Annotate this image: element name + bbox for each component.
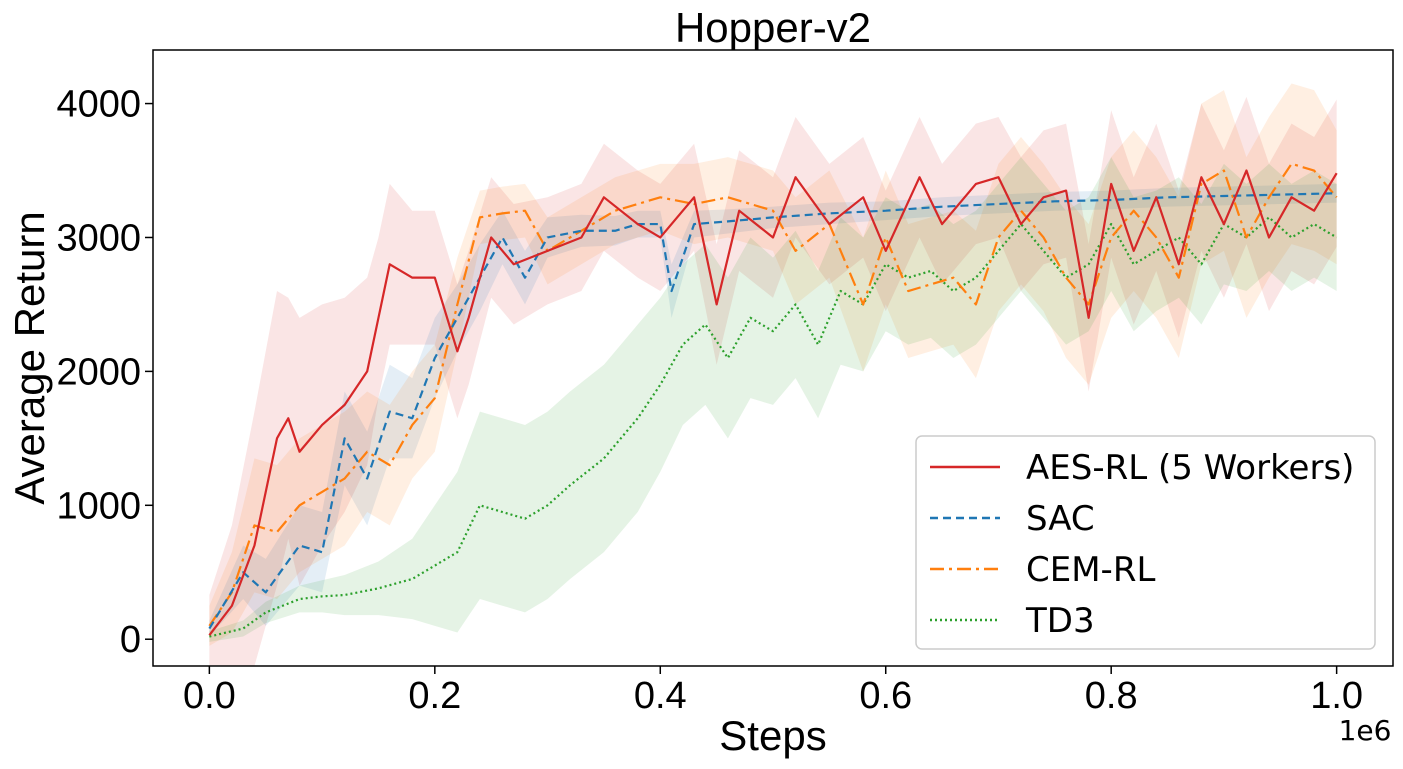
legend-label: AES-RL (5 Workers) — [1026, 448, 1354, 488]
x-tick-label: 0.2 — [408, 675, 461, 717]
y-tick-label: 1000 — [56, 485, 141, 527]
legend: AES-RL (5 Workers) SAC CEM-RL TD3 — [915, 435, 1376, 650]
y-axis: 0 1000 2000 3000 4000 — [56, 84, 153, 661]
y-tick-label: 3000 — [56, 217, 141, 259]
legend-label: SAC — [1026, 499, 1095, 539]
series-line-cem-rl — [208, 162, 1338, 627]
series-line-sac — [208, 192, 1337, 630]
band-sac — [209, 183, 1337, 637]
x-axis-label: Steps — [719, 712, 826, 759]
x-tick-label: 0.6 — [859, 675, 912, 717]
series-lines — [208, 162, 1338, 638]
band-td3 — [209, 157, 1337, 642]
plot-frame — [152, 49, 1394, 667]
y-tick-label: 2000 — [56, 351, 141, 393]
band-cem-rl — [209, 83, 1337, 646]
y-tick-label: 4000 — [56, 84, 141, 126]
x-axis-offset-label: 1e6 — [1339, 714, 1392, 747]
x-tick-label: 0.0 — [183, 675, 236, 717]
legend-label: TD3 — [1025, 601, 1095, 641]
y-tick-label: 0 — [120, 619, 141, 661]
y-axis-label: Average Return — [6, 211, 53, 504]
legend-box — [915, 435, 1376, 650]
series-line-aes-rl-5-workers — [208, 169, 1338, 636]
series-line-td3 — [209, 216, 1338, 638]
x-tick-label: 0.8 — [1085, 675, 1138, 717]
chart-title: Hopper-v2 — [675, 4, 871, 51]
x-tick-label: 1.0 — [1310, 675, 1363, 717]
x-tick-label: 0.4 — [634, 675, 687, 717]
x-axis: 0.0 0.2 0.4 0.6 0.8 1.0 — [183, 666, 1363, 717]
legend-label: CEM-RL — [1026, 550, 1155, 590]
